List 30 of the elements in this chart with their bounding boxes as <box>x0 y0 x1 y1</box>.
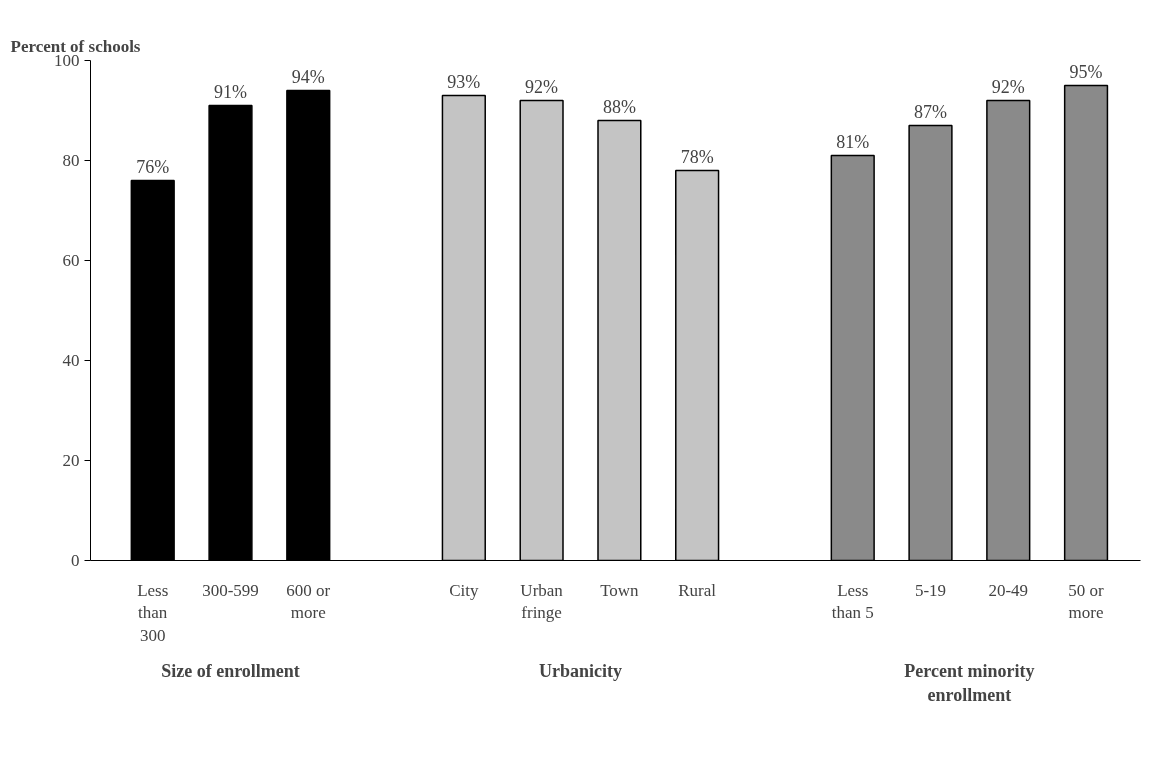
x-tick-label: 50 or more <box>1068 580 1105 623</box>
data-label: 92% <box>525 76 559 97</box>
data-label: 76% <box>136 156 170 177</box>
x-tick-label: Rural <box>678 580 717 600</box>
data-label: 95% <box>1069 61 1103 82</box>
x-tick-label: Urban fringe <box>520 580 564 623</box>
x-tick-label: 300-599 <box>202 580 259 600</box>
x-tick-label: Town <box>600 580 640 600</box>
x-tick-label: Less than 300 <box>137 580 169 646</box>
y-tick-label: 20 <box>62 451 80 470</box>
y-tick-label: 60 <box>62 251 80 270</box>
data-label: 78% <box>680 146 714 167</box>
text: Urbanicity <box>539 660 622 681</box>
y-tick-label: 0 <box>71 551 80 570</box>
x-tick-label: 5-19 <box>914 580 947 600</box>
x-tick-label: City <box>449 580 479 600</box>
data-label: 92% <box>991 76 1025 97</box>
y-tick-label: 80 <box>62 151 80 170</box>
x-tick-label: 600 or more <box>286 580 331 623</box>
data-label: 93% <box>447 71 481 92</box>
data-label: 87% <box>914 101 947 122</box>
text: Size of enrollment <box>161 660 300 681</box>
data-label: 81% <box>836 131 870 152</box>
x-tick-label: 20-49 <box>988 580 1029 600</box>
text: Percent minority enrollment <box>904 660 1035 705</box>
data-label: 88% <box>602 96 636 117</box>
x-tick-label: Less than 5 <box>831 580 874 623</box>
data-label: 94% <box>291 66 325 87</box>
y-tick-label: 40 <box>62 351 80 370</box>
data-label: 91% <box>214 81 247 102</box>
